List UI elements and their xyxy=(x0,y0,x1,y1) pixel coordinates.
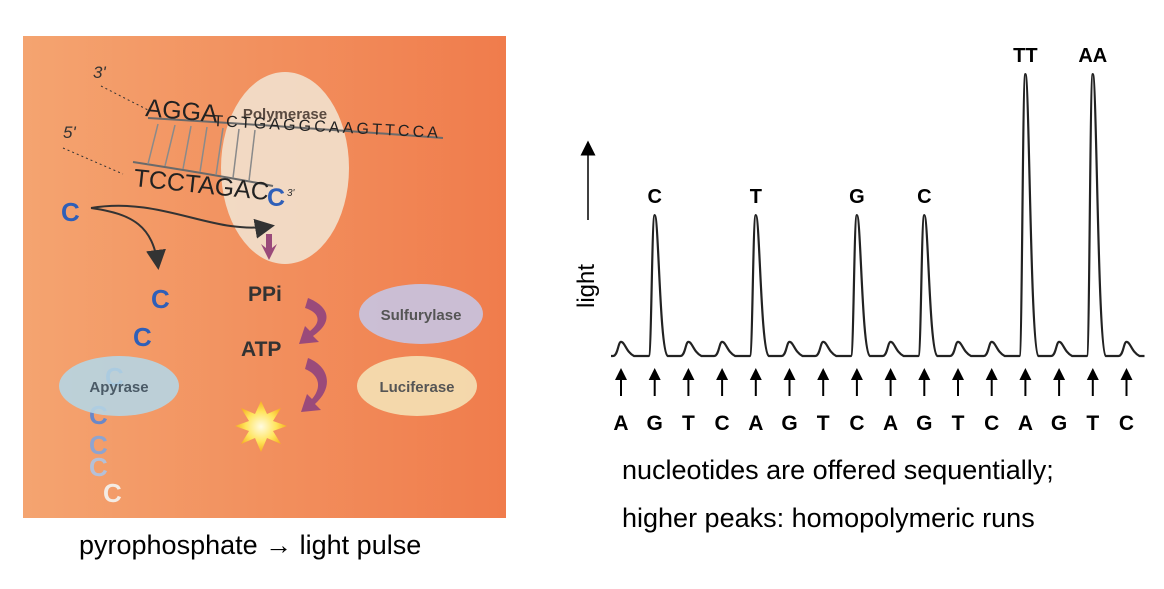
flow-letter-8: A xyxy=(883,412,898,435)
flow-arrow-11 xyxy=(985,368,998,396)
flow-arrow-14 xyxy=(1086,368,1099,396)
flow-letter-13: G xyxy=(1051,412,1067,435)
strand-5prime-label: 5' xyxy=(63,123,76,142)
incorporation-arrow xyxy=(90,204,275,239)
ppi-release-arrow xyxy=(261,234,277,260)
flow-letter-6: T xyxy=(817,412,830,435)
flow-letter-5: G xyxy=(781,412,797,435)
falling-c-2: C xyxy=(133,322,152,352)
peak-label-5: AA xyxy=(1078,45,1107,67)
degradation-arrow xyxy=(90,207,166,270)
light-burst-icon xyxy=(235,401,287,452)
flow-arrow-12 xyxy=(1019,368,1032,396)
flow-arrow-3 xyxy=(716,368,729,396)
ppi-label: PPi xyxy=(248,283,282,306)
flow-letter-12: A xyxy=(1018,412,1033,435)
primer-backbone xyxy=(132,161,274,187)
pyrosequencing-diagram: Polymerase 3' 5' AGGA TCTGAGGCAAGTTCCA T… xyxy=(23,36,506,518)
flow-letter-7: C xyxy=(849,412,864,435)
flow-arrow-8 xyxy=(884,368,897,396)
flow-letter-15: C xyxy=(1119,412,1134,435)
sulfurylase-reaction-arrow xyxy=(299,298,327,344)
right-caption-line-2: higher peaks: homopolymeric runs xyxy=(622,503,1035,533)
flow-arrow-0 xyxy=(615,368,627,396)
flow-arrow-13 xyxy=(1053,368,1066,396)
flow-letter-4: A xyxy=(748,412,763,435)
atp-label: ATP xyxy=(241,338,281,361)
flow-letter-2: T xyxy=(682,412,695,435)
sulfurylase-enzyme xyxy=(359,284,483,344)
incoming-nucleotide: C xyxy=(61,197,80,227)
flow-arrow-10 xyxy=(952,368,964,396)
flow-letter-11: C xyxy=(984,412,999,435)
left-caption: pyrophosphate → light pulse xyxy=(79,530,422,560)
flow-arrow-7 xyxy=(850,368,863,396)
flow-arrow-5 xyxy=(783,368,796,396)
luciferase-enzyme xyxy=(357,356,477,416)
flow-letter-3: C xyxy=(715,412,730,435)
flow-letter-1: G xyxy=(647,412,663,435)
luciferase-label: Luciferase xyxy=(379,379,454,396)
y-axis-label: light xyxy=(573,264,600,308)
incorporated-nucleotide: C xyxy=(267,184,285,212)
flow-arrow-1 xyxy=(648,368,661,396)
flow-arrow-6 xyxy=(817,368,830,396)
right-caption-line-1: nucleotides are offered sequentially; xyxy=(622,455,1054,485)
falling-c-7: C xyxy=(103,478,122,508)
flow-letter-14: T xyxy=(1086,412,1099,435)
flow-arrow-4 xyxy=(749,368,762,396)
pyrosequencing-svg: Polymerase 3' 5' AGGA TCTGAGGCAAGTTCCA T… xyxy=(23,36,506,518)
strand-3prime-leader xyxy=(100,85,149,111)
primer-3prime-label: 3' xyxy=(287,188,296,199)
apyrase-label: Apyrase xyxy=(89,379,148,396)
flow-arrow-15 xyxy=(1120,368,1133,396)
light-signal-trace xyxy=(611,72,1145,358)
falling-c-1: C xyxy=(151,284,170,314)
flow-letter-0: A xyxy=(613,412,628,435)
falling-c-6: C xyxy=(89,452,108,482)
falling-c-5: C xyxy=(89,430,108,460)
polymerase-label: Polymerase xyxy=(243,106,327,123)
peak-labels: C T G C TT AA xyxy=(647,45,1107,208)
strand-3prime-label: 3' xyxy=(93,63,106,82)
peak-label-4: TT xyxy=(1013,45,1037,67)
strand-5prime-leader xyxy=(62,147,124,175)
template-sequence-large: AGGA xyxy=(144,94,219,128)
polymerase-blob xyxy=(221,72,349,264)
peak-label-3: C xyxy=(917,186,931,208)
flow-arrow-2 xyxy=(682,368,695,396)
base-pair-rungs xyxy=(147,123,256,182)
flow-arrow-9 xyxy=(918,368,931,396)
sulfurylase-label: Sulfurylase xyxy=(381,307,462,324)
flow-arrows xyxy=(615,368,1133,396)
template-backbone xyxy=(147,117,444,139)
flow-letter-9: G xyxy=(916,412,932,435)
luciferase-reaction-arrow xyxy=(301,358,327,412)
flow-letter-10: T xyxy=(952,412,965,435)
peak-label-1: T xyxy=(750,186,762,208)
apyrase-enzyme xyxy=(59,356,179,416)
peak-label-0: C xyxy=(647,186,661,208)
peak-label-2: G xyxy=(849,186,865,208)
